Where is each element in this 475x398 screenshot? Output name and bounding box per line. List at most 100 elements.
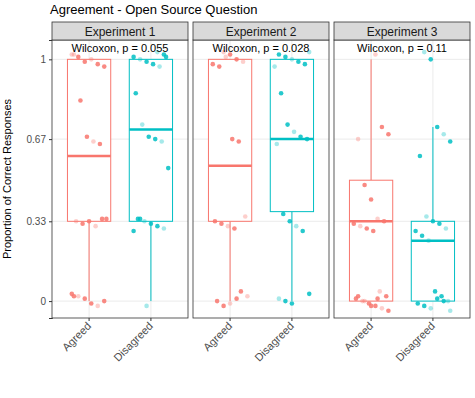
point: [444, 226, 449, 231]
point: [281, 212, 286, 217]
box-group: [270, 50, 313, 306]
panel: Experiment 2Wilcoxon, p = 0.028AgreedDis…: [193, 22, 330, 364]
point: [89, 57, 94, 62]
marks: [208, 50, 313, 308]
point: [82, 59, 87, 64]
point: [382, 219, 387, 224]
point: [236, 139, 241, 144]
point: [74, 219, 79, 224]
point: [356, 137, 361, 142]
marks: [67, 50, 172, 308]
point: [307, 292, 312, 297]
y-tick-mark: [49, 301, 52, 302]
point: [219, 221, 224, 226]
point: [422, 304, 427, 309]
x-tick-mark: [371, 318, 372, 321]
point: [386, 132, 391, 137]
point: [290, 57, 295, 62]
point: [274, 142, 279, 147]
whisker-lower: [89, 221, 90, 301]
box: [67, 59, 110, 221]
point: [426, 238, 431, 243]
y-tick-label: 0: [40, 296, 46, 307]
box: [270, 59, 313, 211]
point: [287, 219, 292, 224]
point: [131, 55, 136, 60]
point: [153, 137, 158, 142]
point: [146, 134, 151, 139]
x-axis: Agreed Disagreed: [53, 318, 189, 364]
point: [386, 308, 391, 313]
strip-label: Experiment 3: [367, 25, 438, 39]
y-tick-mark: [49, 221, 52, 222]
point: [413, 229, 418, 234]
point: [279, 91, 284, 96]
point: [93, 224, 98, 229]
x-tick-mark: [89, 318, 90, 321]
y-tick-label: 0.67: [27, 134, 47, 145]
point: [277, 296, 282, 301]
point: [213, 219, 218, 224]
point: [98, 142, 103, 147]
point: [375, 296, 380, 301]
point: [298, 134, 303, 139]
point: [234, 57, 239, 62]
point: [424, 214, 429, 219]
y-tick-mark: [49, 139, 52, 140]
point: [384, 294, 389, 299]
x-tick: Disagreed: [393, 318, 437, 364]
panel-background: [193, 40, 329, 318]
point: [431, 219, 436, 224]
strip: [52, 22, 188, 40]
x-tick-label: Agreed: [60, 320, 94, 354]
y-tick-label: 0.33: [27, 216, 47, 227]
y-tick-mark: [49, 59, 52, 60]
point: [351, 221, 356, 226]
median: [208, 164, 251, 167]
point: [290, 301, 295, 306]
point: [159, 139, 164, 144]
panel-border: [193, 40, 329, 318]
point: [285, 122, 290, 127]
x-tick-label: Disagreed: [252, 320, 296, 364]
point: [239, 289, 244, 294]
point: [138, 217, 143, 222]
point: [133, 91, 138, 96]
point: [437, 221, 442, 226]
strip: [193, 22, 329, 40]
point: [428, 57, 433, 62]
whisker-upper: [371, 59, 372, 180]
x-tick: Agreed: [342, 318, 376, 353]
median: [129, 128, 172, 131]
panel-border: [52, 40, 188, 318]
point: [303, 62, 308, 67]
y-tick: 0: [40, 296, 52, 307]
point: [230, 137, 235, 142]
point: [95, 62, 100, 67]
panel-border: [334, 40, 470, 318]
point: [76, 294, 81, 299]
x-tick: Disagreed: [111, 318, 155, 364]
whisker-lower: [291, 212, 292, 301]
point: [283, 55, 288, 60]
point: [435, 125, 440, 130]
point: [221, 304, 226, 309]
point: [234, 296, 239, 301]
point: [149, 221, 154, 226]
x-tick-mark: [230, 318, 231, 321]
point: [138, 57, 143, 62]
y-tick: 1: [40, 54, 52, 65]
point: [91, 139, 96, 144]
point: [104, 217, 109, 222]
y-axis: 0 0.33 0.67 1: [27, 41, 53, 319]
x-tick-mark: [432, 318, 433, 321]
x-tick-label: Disagreed: [393, 320, 437, 364]
x-axis-line: [194, 318, 330, 319]
title: Agreement - Open Source Question: [50, 2, 257, 17]
box-group: [349, 52, 392, 313]
box-group: [208, 50, 251, 308]
point: [448, 308, 453, 313]
point: [418, 154, 423, 159]
point: [448, 139, 453, 144]
x-axis-line: [335, 318, 471, 319]
